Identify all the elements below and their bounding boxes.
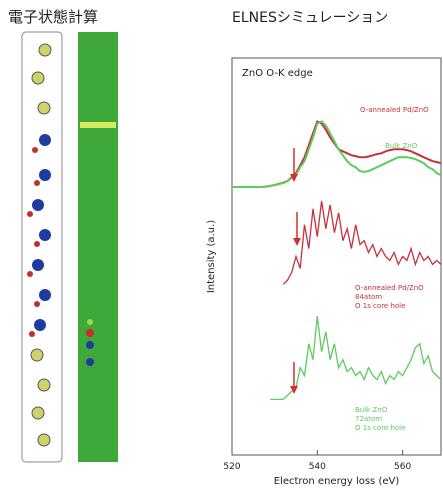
series-label: O-annealed Pd/ZnO xyxy=(360,106,429,114)
supercell xyxy=(22,32,62,462)
edge-arrow-head xyxy=(293,238,301,246)
series-label: Bulk ZnO xyxy=(355,406,388,414)
series-note: O 1s core hole xyxy=(355,302,405,310)
y-axis-label: Intensity (a.u.) xyxy=(206,220,217,293)
x-tick-label: 540 xyxy=(309,462,326,472)
right-header: ELNESシミュレーション xyxy=(232,10,388,26)
x-tick-label: 560 xyxy=(394,462,411,472)
series-label: Bulk ZnO xyxy=(385,142,418,150)
plot-frame xyxy=(232,58,441,455)
spectrum-line xyxy=(232,122,441,188)
spectrum-line xyxy=(232,122,441,188)
annotation: ZnO O-K edge xyxy=(242,68,313,79)
left-header: 電子状態計算 xyxy=(8,8,98,26)
series-note: 84atom xyxy=(355,293,382,301)
series-note: O 1s core hole xyxy=(355,424,405,432)
x-tick-label: 520 xyxy=(223,462,240,472)
spectrum-line xyxy=(283,201,441,284)
series-note: 72atom xyxy=(355,415,382,423)
x-axis-label: Electron energy loss (eV) xyxy=(274,476,400,487)
charge-density-map xyxy=(78,32,118,462)
series-label: O-annealed Pd/ZnO xyxy=(355,284,424,292)
atom-model xyxy=(22,32,62,462)
figure: 電子状態計算 ELNESシミュレーション 520 540 560 Electron e… xyxy=(0,0,443,493)
